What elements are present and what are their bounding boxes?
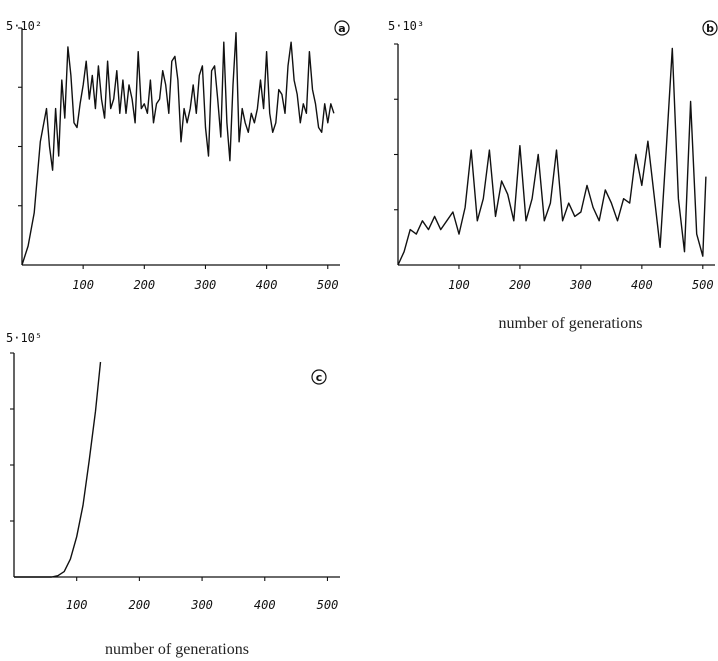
x-tick-label-c-2: 300 xyxy=(190,598,213,612)
series-line-c xyxy=(14,361,102,578)
panel-badge-letter-a: a xyxy=(338,22,345,35)
series-line-b xyxy=(397,47,707,266)
x-tick-label-a-4: 500 xyxy=(317,278,339,292)
series-line-a xyxy=(21,32,335,266)
x-tick-label-b-1: 200 xyxy=(509,278,531,292)
y-scale-label-c: 5·10⁵ xyxy=(6,331,42,345)
panel-badge-circle-c xyxy=(311,369,327,385)
x-tick-label-c-3: 400 xyxy=(254,598,276,612)
x-tick-label-b-2: 300 xyxy=(569,278,592,292)
x-tick-label-a-3: 400 xyxy=(256,278,278,292)
y-scale-label-a: 5·10² xyxy=(6,19,42,33)
panel-badge-letter-b: b xyxy=(706,22,714,35)
panel-badge-circle-a xyxy=(334,20,350,36)
panel-badge-circle-b xyxy=(702,20,718,36)
x-axis-label-c: number of generations xyxy=(105,641,249,658)
x-axis-label-b: number of generations xyxy=(499,315,643,332)
panel-badge-letter-c: c xyxy=(316,371,323,384)
x-tick-label-b-3: 400 xyxy=(631,278,653,292)
x-tick-label-a-0: 100 xyxy=(72,278,94,292)
x-tick-label-a-1: 200 xyxy=(133,278,155,292)
y-scale-label-b: 5·10³ xyxy=(388,19,424,33)
x-tick-label-c-4: 500 xyxy=(317,598,339,612)
x-tick-label-a-2: 300 xyxy=(194,278,217,292)
x-tick-label-c-0: 100 xyxy=(66,598,88,612)
x-tick-label-b-4: 500 xyxy=(692,278,714,292)
x-tick-label-c-1: 200 xyxy=(129,598,151,612)
x-tick-label-b-0: 100 xyxy=(448,278,470,292)
